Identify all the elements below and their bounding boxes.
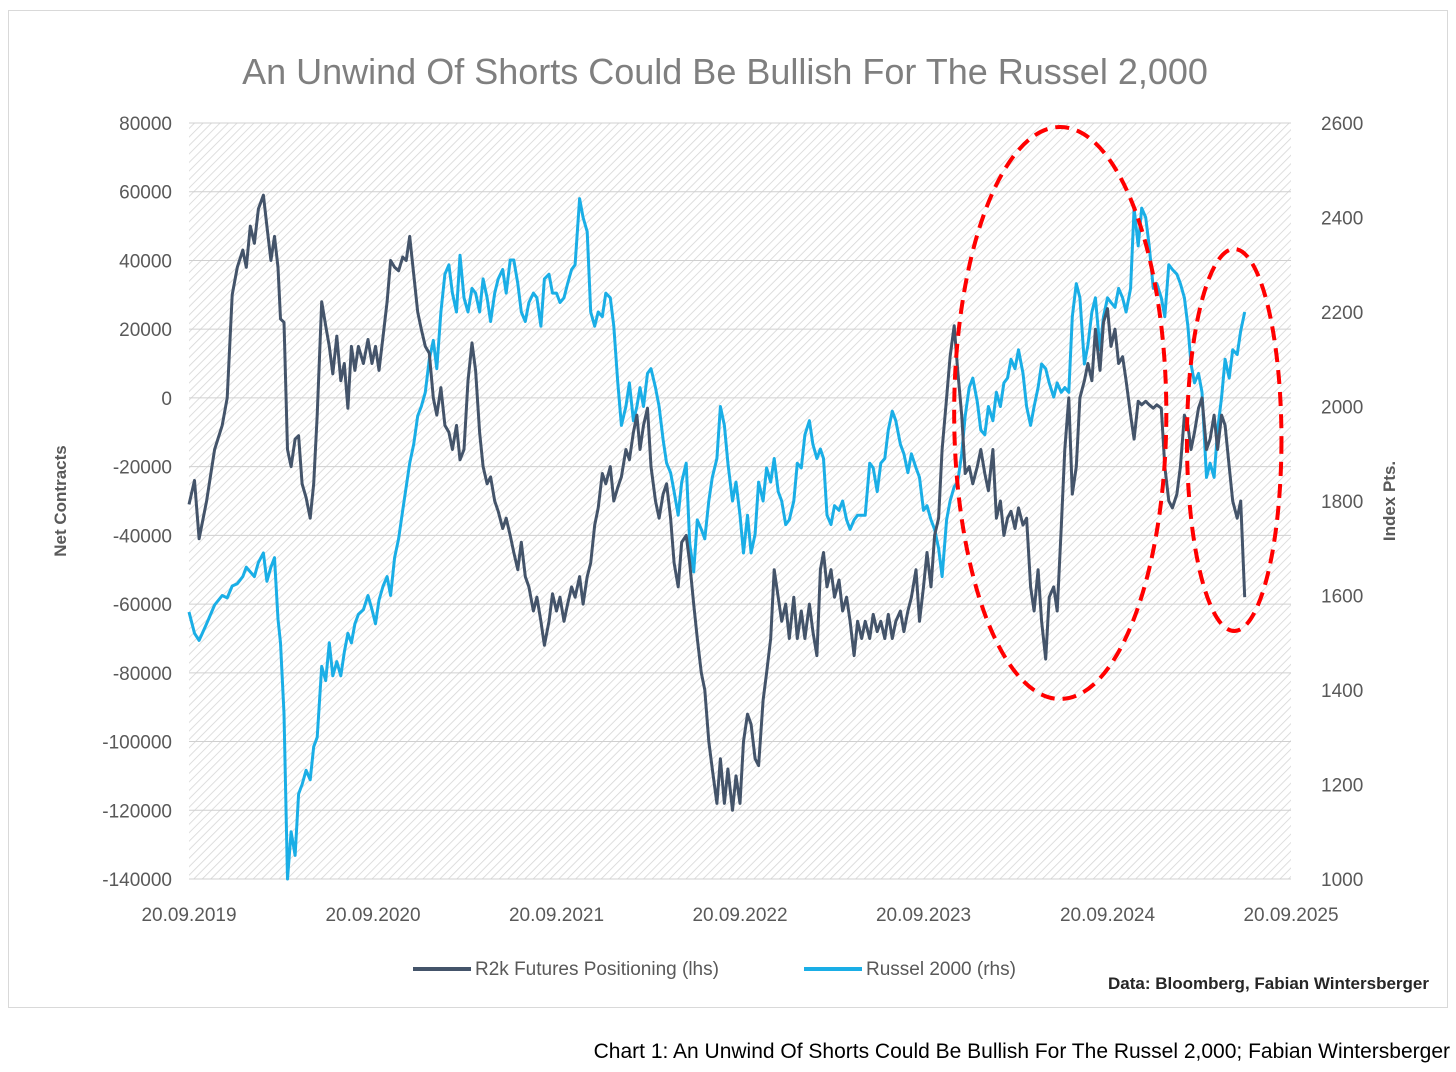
gridlines <box>189 122 1291 880</box>
legend-label-russel: Russel 2000 (rhs) <box>866 959 1016 980</box>
right-tick-label: 1200 <box>1321 776 1363 797</box>
annotation-layer <box>952 125 1284 701</box>
highlight-ellipse-2 <box>1184 247 1284 633</box>
legend-label-r2k: R2k Futures Positioning (lhs) <box>475 959 719 980</box>
legend: R2k Futures Positioning (lhs) Russel 200… <box>413 959 1016 980</box>
chart-title: An Unwind Of Shorts Could Be Bullish For… <box>242 51 1208 92</box>
left-tick-label: 20000 <box>119 320 172 341</box>
right-axis-title: Index Pts. <box>1380 461 1399 541</box>
left-tick-label: -80000 <box>113 664 172 685</box>
left-tick-label: -140000 <box>102 870 172 891</box>
x-axis-ticks: 20.09.2019 20.09.2020 20.09.2021 20.09.2022… <box>141 905 1338 926</box>
chart-frame: An Unwind Of Shorts Could Be Bullish For… <box>8 10 1448 1008</box>
right-tick-label: 1600 <box>1321 587 1363 608</box>
x-tick-label: 20.09.2023 <box>876 905 971 926</box>
right-tick-label: 2400 <box>1321 209 1363 230</box>
x-tick-label: 20.09.2025 <box>1243 905 1338 926</box>
right-tick-label: 1800 <box>1321 492 1363 513</box>
x-tick-label: 20.09.2019 <box>141 905 236 926</box>
series-layer <box>187 193 1247 881</box>
x-tick-label: 20.09.2020 <box>325 905 420 926</box>
chart-svg: An Unwind Of Shorts Could Be Bullish For… <box>51 51 1429 993</box>
left-tick-label: 80000 <box>119 114 172 135</box>
left-tick-label: 40000 <box>119 251 172 272</box>
right-tick-label: 1000 <box>1321 870 1363 891</box>
left-tick-label: 60000 <box>119 183 172 204</box>
plot-area <box>189 123 1291 879</box>
left-tick-label: -20000 <box>113 458 172 479</box>
right-tick-label: 2000 <box>1321 398 1363 419</box>
x-tick-label: 20.09.2024 <box>1060 905 1156 926</box>
left-tick-label: 0 <box>161 389 172 410</box>
right-tick-label: 1400 <box>1321 681 1363 702</box>
source-note: Data: Bloomberg, Fabian Wintersberger <box>1108 974 1429 993</box>
figure-caption: Chart 1: An Unwind Of Shorts Could Be Bu… <box>593 1040 1450 1063</box>
left-tick-label: -120000 <box>102 801 172 822</box>
x-tick-label: 20.09.2022 <box>692 905 787 926</box>
right-axis-ticks: 2600 2400 2200 2000 1800 1600 1400 1200 1000 <box>1321 114 1363 891</box>
series-line-r2k-positioning <box>187 193 1247 812</box>
left-tick-label: -60000 <box>113 595 172 616</box>
series-line-russel-2000 <box>187 197 1247 881</box>
left-axis-title: Net Contracts <box>51 445 70 556</box>
right-tick-label: 2200 <box>1321 303 1363 324</box>
left-tick-label: -40000 <box>113 526 172 547</box>
highlight-ellipse-1 <box>952 125 1169 701</box>
left-tick-label: -100000 <box>102 733 172 754</box>
x-tick-label: 20.09.2021 <box>509 905 604 926</box>
right-tick-label: 2600 <box>1321 114 1363 135</box>
left-axis-ticks: 80000 60000 40000 20000 0 -20000 -40000 -60000 -… <box>102 114 172 891</box>
